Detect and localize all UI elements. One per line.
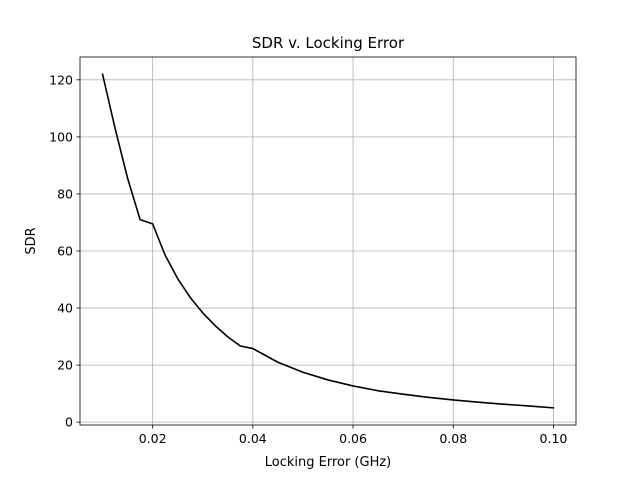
plot-area-frame: [79, 56, 577, 426]
y-tick-label: 60: [57, 243, 73, 258]
y-axis-label: SDR: [24, 227, 39, 254]
y-tick-label: 20: [57, 358, 73, 373]
x-tick-label: 0.10: [540, 431, 568, 446]
x-tick-label: 0.04: [239, 431, 267, 446]
x-axis-label: Locking Error (GHz): [265, 455, 392, 470]
series-line-0: [101, 73, 555, 409]
y-tick-label: 80: [57, 186, 73, 201]
x-tick-label: 0.02: [139, 431, 167, 446]
x-tick-label: 0.06: [339, 431, 367, 446]
y-tick-label: 120: [49, 72, 73, 87]
x-tick-label: 0.08: [439, 431, 467, 446]
chart-title: SDR v. Locking Error: [252, 34, 405, 52]
gridlines: [80, 57, 576, 425]
y-tick-label: 0: [65, 415, 73, 430]
series-layer: [101, 73, 555, 409]
y-tick-label: 100: [49, 129, 73, 144]
ticks: 0.02 0.04 0.06 0.08 0.10 0 20 40 60 80 100 120: [49, 72, 567, 446]
y-tick-label: 40: [57, 301, 73, 316]
